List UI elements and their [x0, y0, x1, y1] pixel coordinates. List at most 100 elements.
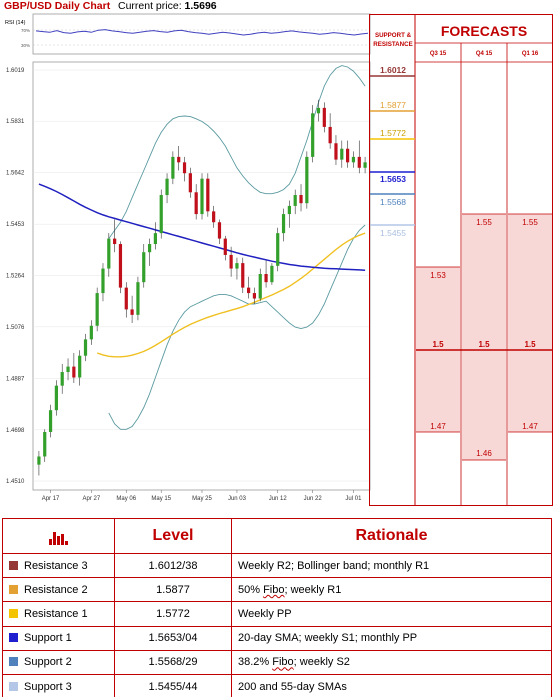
candle-up [258, 274, 262, 299]
candle-down [246, 287, 251, 294]
table-header-level: Level [114, 518, 232, 554]
forecast-range-q1-upper [508, 214, 552, 350]
rsi-tick-70: 70% [21, 28, 30, 33]
candle-up [165, 178, 169, 196]
candle-up [171, 156, 175, 179]
current-price-value: 1.5696 [184, 0, 217, 12]
y-tick-label: 1.4510 [6, 479, 25, 485]
rationale-part: 38.2% [238, 656, 273, 669]
levels-table: Level Rationale Resistance 3 1.6012/38 W… [2, 518, 552, 697]
candle-up [200, 178, 204, 215]
candle-up [78, 355, 82, 378]
sr-label-line2: RESISTANCE [373, 41, 412, 48]
row-label-cell: Support 3 [2, 673, 115, 697]
row-rationale: 20-day SMA; weekly S1; monthly PP [231, 625, 552, 651]
y-tick-label: 1.5642 [6, 171, 25, 177]
table-row: Support 3 1.5455/44 200 and 55-day SMAs [2, 673, 552, 697]
x-tick-label: May 25 [192, 496, 212, 502]
candle-down [188, 173, 192, 193]
y-tick-label: 1.5264 [6, 274, 25, 280]
row-level: 1.6012/38 [114, 552, 232, 579]
y-tick-label: 1.4887 [6, 376, 25, 382]
rsi-title: RSI (14) [5, 20, 26, 26]
candle-down [113, 238, 117, 245]
row-rationale: 200 and 55-day SMAs [231, 673, 552, 697]
candle-up [54, 385, 58, 411]
forecast-range-q4-upper [462, 214, 506, 350]
candle-down [118, 244, 123, 288]
current-price-label: Current price: [118, 0, 182, 12]
candle-down [182, 162, 187, 174]
chart-title: GBP/USD Daily Chart [4, 0, 111, 12]
candle-down [72, 366, 76, 378]
rsi-line [35, 29, 369, 36]
price-chart: RSI (14) 70% 30% 1.6019 1.5831 1.5642 1.545… [5, 13, 371, 502]
rsi-panel-frame [32, 13, 371, 55]
chart-header: GBP/USD Daily Chart Current price: 1.569… [0, 0, 370, 14]
candle-up [153, 233, 158, 245]
candle-down [223, 238, 227, 255]
candle-up [293, 195, 297, 206]
row-label: Support 1 [24, 632, 72, 645]
candle-down [299, 195, 303, 204]
table-header-icon-cell [2, 518, 115, 554]
candle-up [363, 162, 367, 168]
forecast-range-q4-lower [462, 350, 506, 460]
forecast-q1-mid: 1.5 [524, 340, 536, 349]
y-tick-label: 1.5076 [6, 325, 25, 331]
level-r2: 1.5877 [380, 100, 406, 110]
candle-down [206, 178, 210, 212]
candle-down [217, 222, 222, 239]
bollinger-lower-line [108, 224, 366, 430]
row-label: Support 3 [24, 680, 72, 693]
row-level: 1.5772 [114, 601, 232, 627]
candle-down [346, 148, 350, 163]
candle-up [235, 263, 239, 269]
candle-down [124, 287, 128, 310]
row-rationale: Weekly PP [231, 601, 552, 627]
support-3-swatch [9, 681, 18, 691]
row-rationale: Weekly R2; Bollinger band; monthly R1 [231, 552, 552, 579]
rsi-tick-30: 30% [21, 43, 30, 48]
row-label: Resistance 1 [24, 607, 88, 620]
table-header-rationale: Rationale [231, 518, 552, 554]
row-label: Resistance 3 [24, 559, 88, 572]
candle-down [177, 156, 181, 163]
x-tick-label: Apr 17 [42, 496, 60, 502]
forecast-col-q1-16: Q1 16 [522, 51, 539, 57]
y-tick-label: 1.5831 [6, 119, 25, 125]
forecasts-title: FORECASTS [441, 23, 527, 39]
rationale-part: ; weekly R1 [284, 583, 342, 596]
candle-up [60, 372, 64, 386]
row-rationale: 50% Fibo; weekly R1 [231, 577, 552, 603]
forecast-q4-low: 1.46 [476, 449, 492, 458]
sr-label-line1: SUPPORT & [375, 32, 412, 39]
candle-up [305, 156, 309, 204]
candle-up [83, 339, 88, 356]
row-level: 1.5568/29 [114, 649, 232, 675]
y-tick-label: 1.5453 [6, 222, 25, 228]
candle-up [136, 282, 140, 315]
forecasts-graphic: SUPPORT & RESISTANCE FORECASTS Q3 15 Q4 … [370, 14, 553, 506]
candle-up [159, 195, 163, 234]
candle-down [241, 263, 245, 288]
candle-up [95, 293, 99, 326]
forecast-q3-high: 1.53 [430, 271, 446, 280]
row-label-cell: Support 1 [2, 625, 115, 651]
forecast-range-q3-upper [416, 267, 460, 350]
forecast-q4-high: 1.55 [476, 218, 492, 227]
y-tick-label: 1.6019 [6, 68, 25, 74]
forecast-range-q1-lower [508, 350, 552, 432]
candle-down [229, 254, 233, 269]
rationale-fibo: Fibo [263, 583, 285, 596]
candle-down [252, 293, 257, 299]
row-level: 1.5455/44 [114, 673, 232, 697]
candle-up [101, 268, 105, 294]
row-label-cell: Resistance 1 [2, 601, 115, 627]
candle-up [147, 244, 152, 253]
candle-down [334, 143, 338, 160]
bollinger-upper-line [108, 65, 366, 239]
candle-up [43, 431, 47, 457]
candle-up [311, 113, 315, 157]
candle-up [270, 265, 274, 283]
